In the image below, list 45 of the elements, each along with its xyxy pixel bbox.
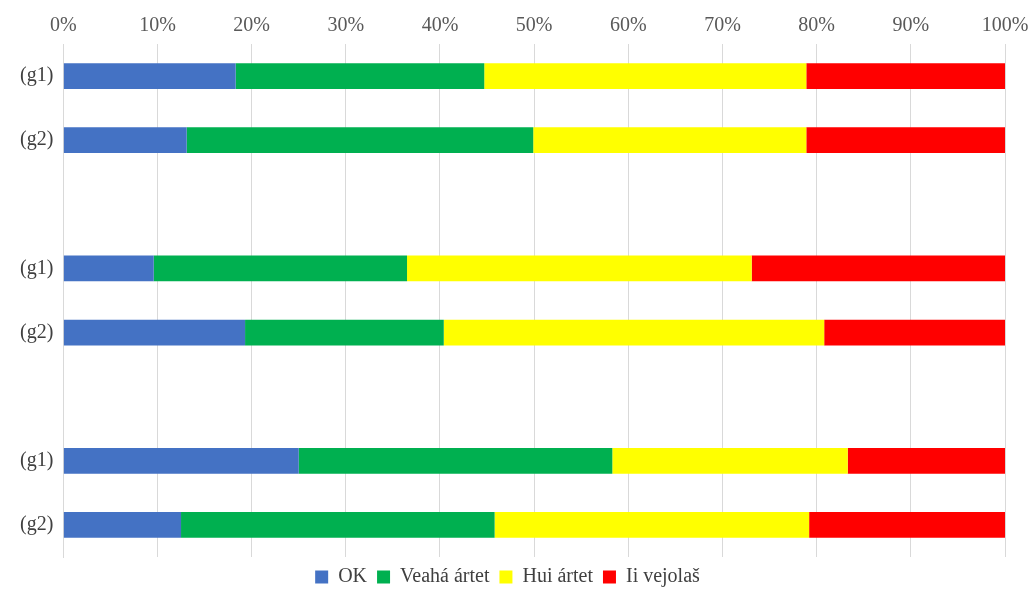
bar <box>63 512 182 538</box>
bar <box>181 512 495 538</box>
bar <box>806 127 1005 154</box>
bar <box>407 255 752 282</box>
bar <box>824 319 1005 346</box>
bar <box>484 63 807 89</box>
x-tick-label: 50% <box>515 13 553 36</box>
x-tick-label: 60% <box>609 13 647 36</box>
legend-label: Hui ártet <box>522 564 594 587</box>
bar <box>63 447 299 474</box>
bar <box>809 512 1005 538</box>
legend-label: Ii vejolaš <box>625 564 701 588</box>
x-tick-label: 0% <box>49 13 77 36</box>
y-tick-label: (g2) <box>19 127 54 151</box>
bar <box>63 255 154 282</box>
bar <box>806 63 1005 89</box>
legend-label: OK <box>338 564 368 587</box>
x-tick-label: 10% <box>139 13 176 36</box>
bar <box>751 255 1005 282</box>
x-tick-label: 40% <box>421 13 459 36</box>
bar <box>298 447 613 474</box>
x-tick-label: 80% <box>798 13 835 36</box>
x-tick-label: 20% <box>233 13 270 36</box>
bar <box>153 255 408 282</box>
bar <box>63 127 187 154</box>
y-tick-label: (g1) <box>19 255 54 279</box>
bar <box>847 447 1005 474</box>
x-tick-label: 100% <box>981 13 1029 36</box>
bar <box>63 63 236 89</box>
bar <box>235 63 485 89</box>
y-tick-label: (g2) <box>19 319 54 343</box>
bar <box>494 512 810 538</box>
x-tick-label: 30% <box>327 13 365 36</box>
bar <box>443 319 825 346</box>
y-tick-label: (g1) <box>19 448 54 472</box>
bar <box>533 127 807 154</box>
legend-label: Veahá ártet <box>400 564 490 587</box>
bar <box>63 319 246 346</box>
y-tick-label: (g1) <box>19 63 54 87</box>
y-tick-label: (g2) <box>19 512 54 536</box>
bar <box>186 127 534 154</box>
x-tick-label: 90% <box>892 13 930 36</box>
bar <box>612 447 848 474</box>
x-tick-label: 70% <box>704 13 741 36</box>
bar <box>245 319 444 346</box>
